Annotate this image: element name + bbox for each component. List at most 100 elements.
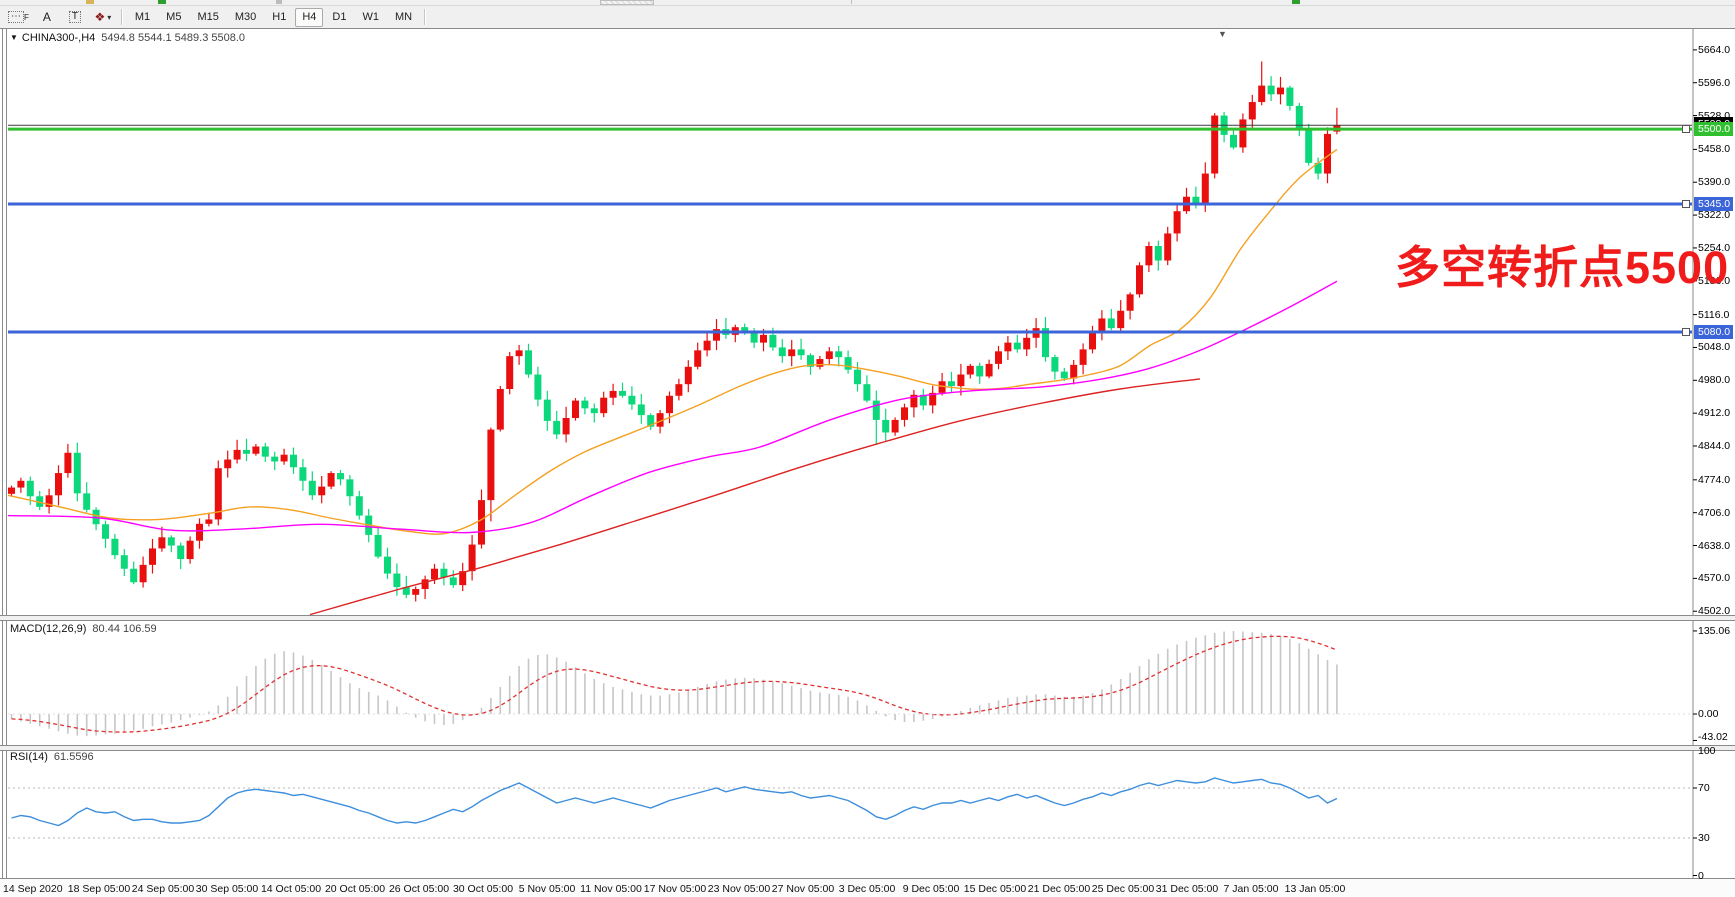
macd-level-label: 135.06 <box>1698 624 1731 637</box>
time-axis-label: 9 Dec 05:00 <box>902 883 960 895</box>
price-tick-label: 4980.0 <box>1698 374 1731 387</box>
time-axis-label: 15 Dec 05:00 <box>963 883 1027 895</box>
chart-border-top <box>0 28 1735 29</box>
symbol-name: CHINA300-,H4 <box>21 32 96 44</box>
price-tick-label: 4912.0 <box>1698 407 1731 420</box>
time-axis-label: 11 Nov 05:00 <box>580 883 642 895</box>
chart-border-left <box>2 28 3 897</box>
price-tick-label: 4706.0 <box>1698 506 1731 519</box>
timeframe-button-mn[interactable]: MN <box>394 11 413 23</box>
price-label-5080: 5080.0 <box>1694 325 1734 339</box>
drawing-and-timeframe-toolbar: ⋯ F A T ❖ ▾ M1 M5 M15 M30 H1 H4 D1 W1 MN <box>0 6 1735 29</box>
ma-fast <box>7 148 1338 535</box>
pane-splitter-rsi[interactable] <box>0 745 1735 751</box>
grid-pattern-tool-icon[interactable]: ⋯ F <box>5 7 32 27</box>
chart-canvas <box>7 28 1697 883</box>
hline-handle[interactable] <box>1682 199 1690 208</box>
rsi-level-label: 100 <box>1698 744 1716 757</box>
time-axis-label: 14 Oct 05:00 <box>260 883 322 895</box>
timeframe-button-m30[interactable]: M30 <box>234 11 257 23</box>
ma-mid <box>7 280 1338 534</box>
price-tick-label: 5390.0 <box>1698 176 1731 189</box>
time-axis-label: 7 Jan 05:00 <box>1223 883 1279 895</box>
time-axis-strip[interactable] <box>0 879 1735 897</box>
time-axis-label: 3 Dec 05:00 <box>838 883 896 895</box>
rsi-level-label: 30 <box>1698 832 1710 844</box>
timeframe-button-h4[interactable]: H4 <box>295 7 324 27</box>
pane-splitter-macd[interactable] <box>0 615 1735 621</box>
cropped-icon <box>1292 0 1300 4</box>
price-tick-label: 4502.0 <box>1698 605 1731 618</box>
price-tick-label: 4638.0 <box>1698 539 1731 552</box>
rsi-levels <box>8 787 1692 839</box>
macd-signal-line <box>11 635 1338 733</box>
text-box-tool-icon[interactable]: T <box>62 7 88 27</box>
time-axis-label: 27 Nov 05:00 <box>771 883 835 895</box>
price-tick-label: 5322.0 <box>1698 209 1731 222</box>
time-axis-label: 5 Nov 05:00 <box>518 883 576 895</box>
text-label-tool-icon: A <box>42 10 51 24</box>
timeframe-button-m15[interactable]: M15 <box>197 11 219 23</box>
macd-values: 80.44 106.59 <box>92 623 157 635</box>
ma-slow-line <box>309 378 1201 616</box>
time-axis-label: 30 Sep 05:00 <box>195 883 259 895</box>
time-axis-label: 14 Sep 2020 <box>3 883 63 895</box>
macd-header: MACD(12,26,9) 80.44 106.59 <box>10 623 157 635</box>
rsi-level-label: 70 <box>1698 782 1710 794</box>
cropped-toolbar-row <box>0 0 1735 6</box>
price-tick-label: 5664.0 <box>1698 43 1731 56</box>
time-axis-label: 31 Dec 05:00 <box>1155 883 1219 895</box>
price-tick-label: 4774.0 <box>1698 473 1731 486</box>
time-axis-border <box>0 878 1735 879</box>
price-tick-label: 5186.0 <box>1698 274 1731 287</box>
cropped-icon <box>158 0 166 4</box>
macd-title: MACD(12,26,9) <box>10 623 87 635</box>
price-tick-label: 5596.0 <box>1698 76 1731 89</box>
chart-shift-marker-icon[interactable]: ▼ <box>1218 29 1227 39</box>
chart-surface[interactable] <box>0 28 1735 897</box>
macd-histogram <box>10 630 1338 737</box>
collapse-triangle-icon[interactable]: ▼ <box>10 33 18 42</box>
cropped-icon <box>86 0 94 4</box>
hline-handle[interactable] <box>1682 328 1690 336</box>
time-axis-label: 24 Sep 05:00 <box>131 883 195 895</box>
arrows-tool-icon: ❖ <box>94 10 106 24</box>
toolbar-separator <box>120 9 123 25</box>
text-label-tool-icon[interactable]: A <box>34 7 60 27</box>
rsi-title: RSI(14) <box>10 751 48 763</box>
ma-slow <box>309 378 1201 616</box>
rsi-header: RSI(14) 61.5596 <box>10 751 94 763</box>
toolbar-separator <box>424 9 427 25</box>
timeframe-button-m5[interactable]: M5 <box>166 11 182 23</box>
price-tick-label: 5458.0 <box>1698 143 1731 156</box>
hline-handle[interactable] <box>1682 125 1690 134</box>
timeframe-button-h1[interactable]: H1 <box>272 11 287 23</box>
price-tick-label: 5048.0 <box>1698 341 1731 354</box>
rsi-series <box>11 777 1338 827</box>
rsi-level-label: 0 <box>1698 869 1704 882</box>
time-axis-label: 18 Sep 05:00 <box>67 883 131 895</box>
rsi-line <box>11 777 1338 827</box>
time-axis-label: 25 Dec 05:00 <box>1091 883 1155 895</box>
ma-fast-line <box>7 148 1338 535</box>
chart-border-left-inner <box>6 28 7 897</box>
arrows-tool-icon[interactable]: ❖ ▾ <box>94 10 112 24</box>
timeframe-button-w1[interactable]: W1 <box>362 11 379 23</box>
price-tick-label: 4844.0 <box>1698 440 1731 452</box>
timeframe-button-m1[interactable]: M1 <box>134 11 151 23</box>
time-axis-label: 17 Nov 05:00 <box>643 883 707 895</box>
candlestick-series <box>8 61 1341 602</box>
text-box-tool-icon: T <box>68 11 81 23</box>
macd-level-label: -43.02 <box>1698 731 1728 743</box>
timeframe-button-d1[interactable]: D1 <box>332 11 347 23</box>
time-axis-label: 30 Oct 05:00 <box>452 883 514 895</box>
ma-mid-line <box>7 280 1338 534</box>
time-axis-label: 21 Dec 05:00 <box>1027 883 1091 895</box>
grid-pattern-tool-icon: ⋯ <box>8 11 24 23</box>
price-tick-label: 4570.0 <box>1698 572 1731 585</box>
cropped-icon <box>600 0 654 5</box>
macd-signal <box>11 635 1338 733</box>
time-axis-label: 23 Nov 05:00 <box>707 883 771 895</box>
separator <box>851 0 852 4</box>
